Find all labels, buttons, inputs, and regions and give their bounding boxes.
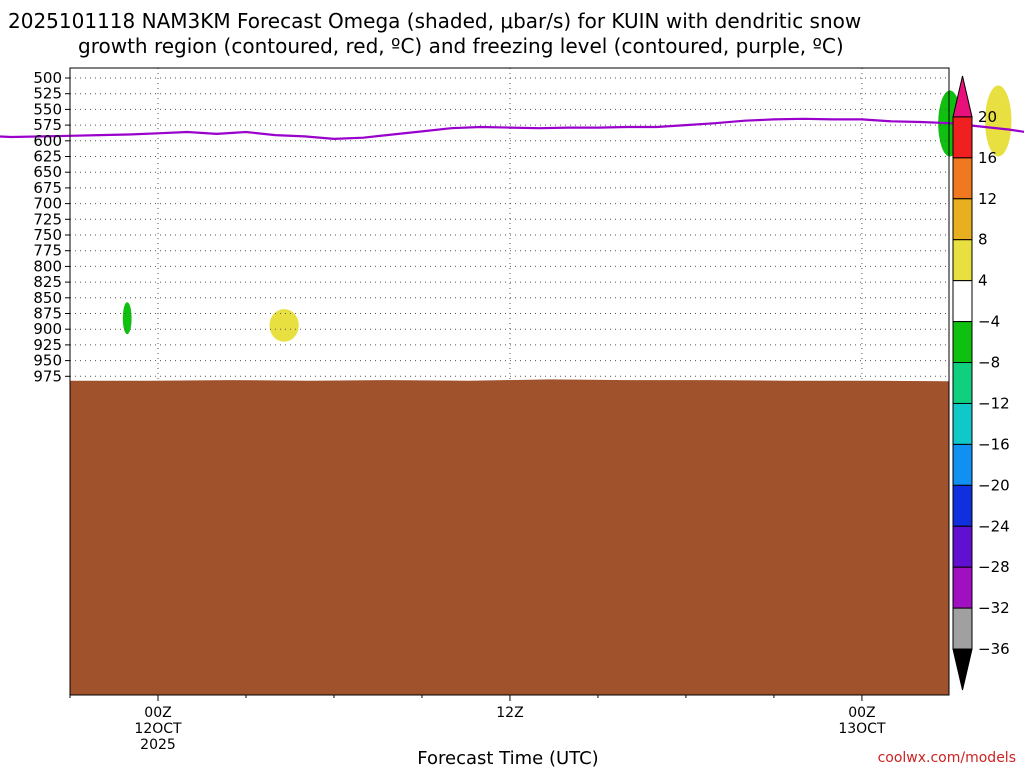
y-tick-label-575: 575: [33, 116, 62, 134]
y-tick-label-625: 625: [33, 148, 62, 166]
freezing-level-contour: 0: [0, 117, 1024, 141]
y-tick-label-725: 725: [33, 210, 62, 228]
colorbar-label-12: −32: [978, 599, 1010, 617]
freezing-level-line: [0, 117, 1024, 141]
colorbar-segment-12: [952, 566, 973, 609]
y-tick-label-900: 900: [33, 320, 62, 338]
y-tick-label-825: 825: [33, 273, 62, 291]
colorbar-segment-11: [952, 525, 973, 568]
y-tick-label-700: 700: [33, 195, 62, 213]
y-tick-label-525: 525: [33, 85, 62, 103]
colorbar-label-7: −12: [978, 394, 1010, 412]
colorbar-label-2: 12: [978, 190, 997, 208]
y-axis: 5005255505756006256506757007257507758008…: [33, 69, 70, 385]
y-tick-label-875: 875: [33, 305, 62, 323]
x-tick-label-2-1: 13OCT: [838, 721, 886, 737]
x-axis: 00Z12OCT202512Z00Z13OCT12Z00Z14OCT: [69, 695, 886, 753]
y-tick-label-950: 950: [33, 352, 62, 370]
colorbar-label-13: −36: [978, 640, 1010, 658]
chart-title-line-2: growth region (contoured, red, ºC) and f…: [78, 34, 844, 58]
colorbar-label-10: −24: [978, 517, 1010, 535]
terrain: [70, 379, 949, 695]
omega-region-0: [122, 302, 132, 335]
terrain-band: [70, 379, 949, 695]
colorbar-segment-8: [952, 402, 973, 445]
colorbar-label-3: 8: [978, 231, 988, 249]
colorbar-segment-3: [952, 198, 973, 241]
colorbar-segment-9: [952, 443, 973, 486]
colorbar-segment-6: [952, 321, 973, 364]
colorbar: 20 16 12 8 4 −4 −8 −12 −16 −20 −24 −28 −32 −36: [952, 75, 1010, 691]
colorbar-segment-7: [952, 362, 973, 404]
x-tick-label-1-0: 12Z: [496, 705, 523, 721]
y-tick-label-750: 750: [33, 226, 62, 244]
colorbar-segment-13: [952, 607, 973, 650]
x-tick-label-2-0: 00Z: [848, 705, 875, 721]
colorbar-label-6: −8: [978, 354, 1000, 372]
x-tick-label-0-1: 12OCT: [134, 721, 182, 737]
y-tick-label-675: 675: [33, 179, 62, 197]
credit-text: coolwx.com/models: [878, 750, 1016, 766]
colorbar-segment-4: [952, 239, 973, 282]
colorbar-bottom-triangle: [952, 648, 973, 691]
y-tick-label-800: 800: [33, 257, 62, 275]
colorbar-segment-1: [952, 116, 973, 159]
y-tick-label-775: 775: [33, 242, 62, 260]
x-axis-label: Forecast Time (UTC): [417, 748, 598, 768]
colorbar-label-11: −28: [978, 558, 1010, 576]
colorbar-segment-10: [952, 484, 973, 527]
x-tick-label-0-0: 00Z: [144, 705, 171, 721]
y-tick-label-550: 550: [33, 100, 62, 118]
chart-title-line-1: 2025101118 NAM3KM Forecast Omega (shaded…: [8, 9, 861, 33]
colorbar-label-5: −4: [978, 313, 1000, 331]
colorbar-label-4: 4: [978, 272, 988, 290]
colorbar-label-1: 16: [978, 149, 997, 167]
y-tick-label-500: 500: [33, 69, 62, 87]
y-tick-label-650: 650: [33, 163, 62, 181]
y-tick-label-850: 850: [33, 289, 62, 307]
y-tick-label-925: 925: [33, 336, 62, 354]
colorbar-segment-5: [952, 280, 973, 323]
omega-region-1: [269, 309, 299, 342]
colorbar-label-8: −16: [978, 435, 1010, 453]
y-tick-label-600: 600: [33, 132, 62, 150]
colorbar-segment-2: [952, 157, 973, 200]
omega-region-3: [985, 85, 1012, 157]
x-tick-label-0-2: 2025: [140, 737, 176, 753]
colorbar-label-0: 20: [978, 108, 997, 126]
colorbar-label-9: −20: [978, 476, 1010, 494]
plot-area: 0: [0, 67, 1024, 696]
y-tick-label-975: 975: [33, 367, 62, 385]
